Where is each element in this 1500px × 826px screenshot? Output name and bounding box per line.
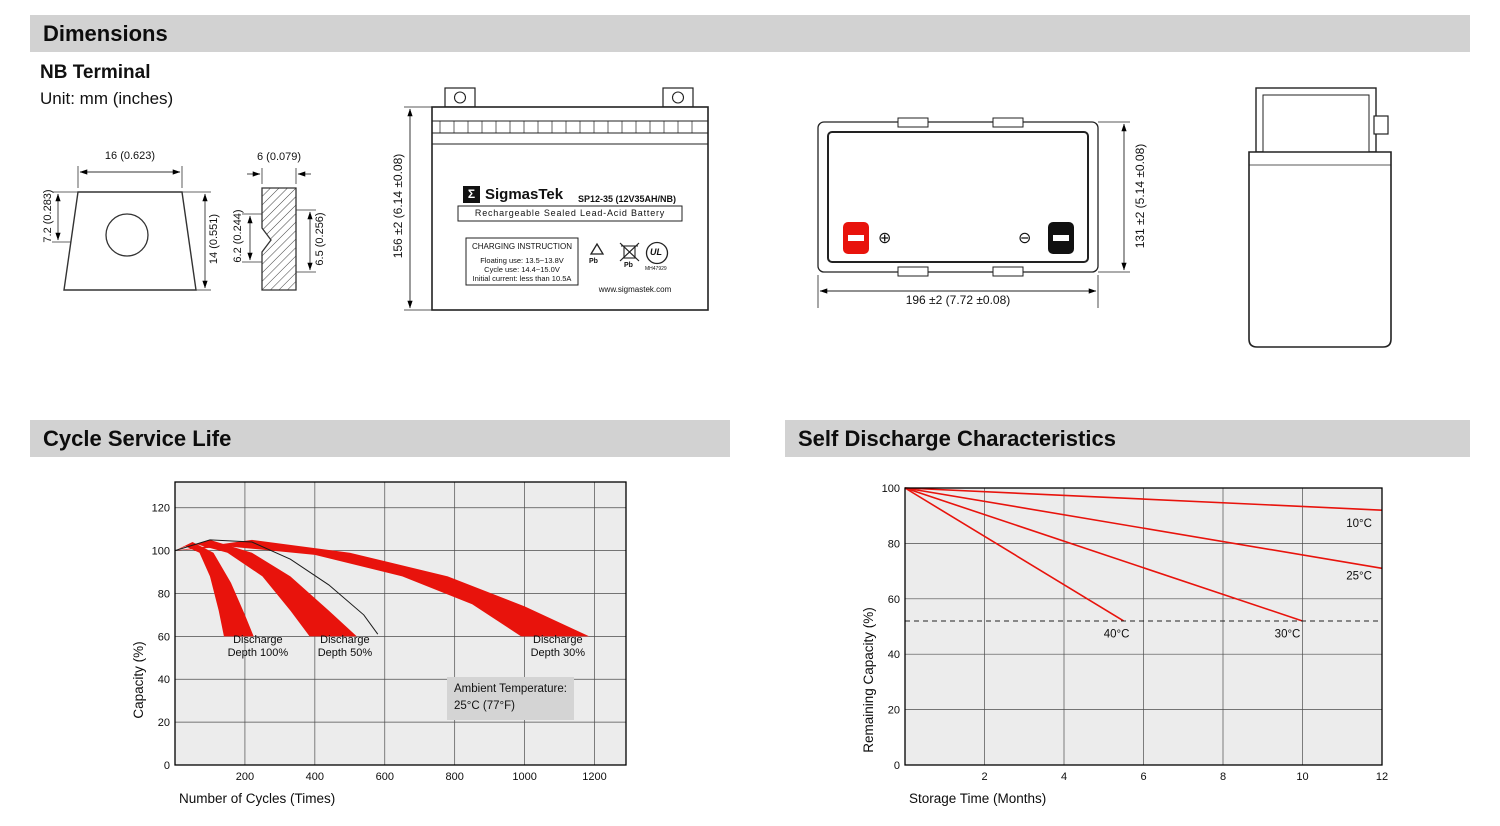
recycle-pb-icon [589,242,605,255]
svg-text:400: 400 [306,771,324,783]
terminal-section-drawing [242,168,316,291]
band-discharge-depth-30% [175,539,590,637]
svg-text:40: 40 [888,649,900,661]
dimensions-section-title: Dimensions [43,21,168,46]
svg-text:2: 2 [981,771,987,783]
dim-section-width: 6 (0.079) [256,151,302,163]
band-annotation: Discharge [320,634,370,646]
unit-label: Unit: mm (inches) [40,89,174,108]
website-label: www.sigmastek.com [598,285,672,294]
dim-section-outer: 6.5 (0.256) [314,212,326,266]
svg-text:8: 8 [1220,771,1226,783]
self-discharge-title: Self Discharge Characteristics [798,426,1116,451]
svg-text:0: 0 [894,760,900,772]
svg-text:120: 120 [152,503,170,515]
svg-text:20: 20 [888,705,900,717]
battery-side-view [1248,87,1392,348]
svg-text:0: 0 [164,760,170,772]
svg-text:40: 40 [158,674,170,686]
svg-text:60: 60 [888,594,900,606]
ul-mark-label: UL [650,247,662,257]
negative-terminal-black [1048,222,1074,254]
series-line [904,487,1383,570]
cycle-service-life-chart: 0 20 40 60 80 100 120 200 400 600 800 1000 1200 Disch… [131,481,627,806]
self-discharge-chart: 10°C 25°C 40°C 30°C 0 20 40 60 80 100 2 4 6 8 10 12 Stor… [861,483,1388,806]
svg-text:100: 100 [152,546,170,558]
svg-text:6: 6 [1140,771,1146,783]
self-discharge-header: Self Discharge Characteristics [785,420,1470,457]
band-annotation: Depth 30% [531,647,586,659]
terminal-front-drawing [52,166,211,291]
svg-text:60: 60 [158,631,170,643]
dimensions-section-header: Dimensions [30,15,1470,52]
dim-battery-length: 196 ±2 (7.72 ±0.08) [905,293,1011,307]
band-annotation: Discharge [233,634,283,646]
ul-logo-icon [645,241,669,265]
self-discharge-chart-wrap: 10°C 25°C 40°C 30°C 0 20 40 60 80 100 2 4 6 8 10 12 Stor… [860,470,1400,815]
dim-battery-width: 131 ±2 (5.14 ±0.08) [1133,143,1147,249]
svg-text:80: 80 [158,588,170,600]
dimensions-line-art [52,87,1392,348]
svg-text:80: 80 [888,538,900,550]
svg-text:600: 600 [376,771,394,783]
dim-battery-height: 156 ±2 (6.14 ±0.08) [391,153,405,259]
svg-text:1200: 1200 [582,771,606,783]
y-axis-label: Capacity (%) [131,641,146,718]
sigma-logo-icon: Σ [463,186,480,203]
band-annotation: Depth 50% [318,647,373,659]
band-annotation: Depth 100% [228,647,289,659]
y-axis-label: Remaining Capacity (%) [861,607,876,753]
battery-front-view [404,87,709,311]
ambient-temperature-note: Ambient Temperature: 25°C (77°F) [447,677,574,720]
series-label: 40°C [1104,629,1130,641]
dim-terminal-width: 16 (0.623) [104,150,156,162]
svg-text:1000: 1000 [512,771,536,783]
cycle-service-life-chart-wrap: 0 20 40 60 80 100 120 200 400 600 800 1000 1200 Disch… [128,470,640,815]
band-annotation: Discharge [533,634,583,646]
x-axis-label: Number of Cycles (Times) [179,791,335,806]
svg-text:10: 10 [1296,771,1308,783]
crossed-bin-pb-icon [619,242,640,262]
positive-terminal-red [843,222,869,254]
series-label: 10°C [1346,518,1372,530]
terminal-type-title: NB Terminal [40,62,151,83]
charging-line-2: Cycle use: 14.4~15.0V [484,265,560,274]
dim-terminal-upper-height: 7.2 (0.283) [42,189,54,243]
pb-right-label: Pb [624,262,633,269]
band-discharge-depth-100% [175,542,254,637]
x-axis-label: Storage Time (Months) [909,791,1046,806]
series-label: 25°C [1346,570,1372,582]
series-line [904,487,1303,622]
svg-text:4: 4 [1061,771,1067,783]
battery-type-line: Rechargeable Sealed Lead-Acid Battery [474,208,666,218]
pb-left-label: Pb [589,258,598,265]
series-line [904,487,1383,511]
dim-section-inner: 6.2 (0.244) [232,209,244,263]
svg-text:12: 12 [1376,771,1388,783]
brand-name: SigmasTek [485,186,564,203]
model-number: SP12-35 (12V35AH/NB) [578,194,677,204]
series-label: 30°C [1275,629,1301,641]
plus-terminal-symbol: ⊕ [878,230,892,247]
dim-terminal-height: 14 (0.551) [208,213,220,265]
cycle-service-life-title: Cycle Service Life [43,426,232,451]
charging-line-1: Floating use: 13.5~13.8V [480,256,564,265]
svg-text:200: 200 [236,771,254,783]
band-discharge-depth-50% [175,539,357,637]
charging-line-3: Initial current: less than 10.5A [472,274,572,283]
svg-text:20: 20 [158,717,170,729]
series-line [904,487,1125,622]
charging-instruction-title: CHARGING INSTRUCTION [472,242,572,251]
cycle-service-life-header: Cycle Service Life [30,420,730,457]
ul-code-label: MH47929 [645,266,667,272]
battery-top-view [817,117,1130,308]
minus-terminal-symbol: ⊖ [1018,230,1032,247]
svg-text:100: 100 [882,483,900,495]
svg-text:800: 800 [446,771,464,783]
